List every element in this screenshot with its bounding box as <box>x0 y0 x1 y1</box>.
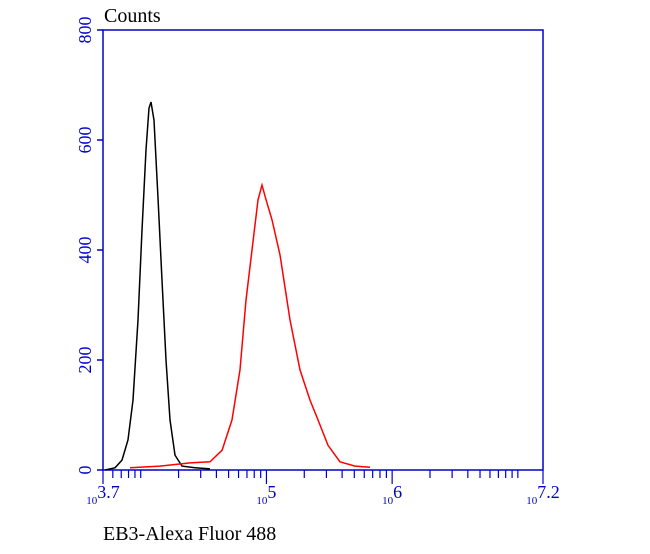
y-tick-label: 200 <box>75 347 95 374</box>
x-tick-label: 103.7 <box>86 482 120 507</box>
x-tick-label: 106 <box>382 482 402 507</box>
y-tick-label: 0 <box>75 466 95 475</box>
x-axis-label: EB3-Alexa Fluor 488 <box>103 523 276 545</box>
x-tick-label: 107.2 <box>526 482 560 507</box>
series-line <box>129 182 371 469</box>
y-tick-label: 400 <box>75 237 95 264</box>
chart-title: Counts <box>104 5 161 27</box>
y-tick-label: 600 <box>75 127 95 154</box>
x-tick-label: 105 <box>256 482 276 507</box>
y-tick-label: 800 <box>75 17 95 44</box>
series-line <box>104 101 211 471</box>
